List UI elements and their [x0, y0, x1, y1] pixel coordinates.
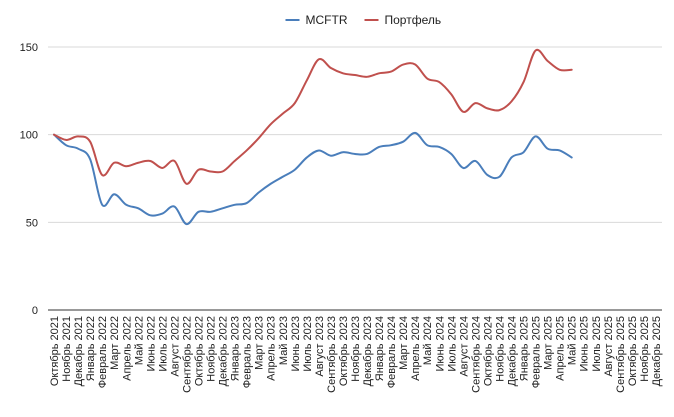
x-tick-label: Март 2024 [398, 316, 410, 370]
x-tick-label: Февраль 2024 [386, 316, 398, 388]
x-tick-label: Январь 2024 [374, 316, 386, 381]
x-tick-label: Ноябрь 2021 [61, 316, 73, 382]
x-tick-label: Сентябрь 2022 [181, 316, 193, 393]
y-tick-label: 50 [26, 217, 38, 229]
x-tick-label: Июль 2022 [157, 316, 169, 372]
x-tick-label: Ноябрь 2022 [206, 316, 218, 382]
x-tick-label: Декабрь 2025 [651, 316, 663, 386]
series-line-portfolio [53, 48, 573, 185]
x-tick-label: Декабрь 2024 [507, 316, 519, 386]
x-tick-label: Май 2024 [422, 316, 434, 365]
x-tick-label: Октябрь 2025 [627, 316, 639, 386]
x-tick-label: Июнь 2024 [434, 316, 446, 372]
x-tick-label: Май 2023 [278, 316, 290, 365]
y-tick-label: 100 [20, 130, 38, 142]
y-axis: 0 50 100 150 [20, 42, 38, 317]
x-tick-label: Август 2024 [458, 316, 470, 377]
x-tick-label: Ноябрь 2025 [639, 316, 651, 382]
x-tick-label: Февраль 2022 [97, 316, 109, 388]
x-tick-label: Декабрь 2023 [362, 316, 374, 386]
x-tick-label: Апрель 2025 [555, 316, 567, 381]
x-tick-label: Октябрь 2021 [49, 316, 61, 386]
x-tick-label: Июнь 2022 [145, 316, 157, 372]
x-tick-label: Июль 2024 [446, 316, 458, 372]
x-tick-label: Апрель 2024 [410, 316, 422, 381]
series-lines [53, 48, 573, 226]
x-tick-label: Март 2023 [254, 316, 266, 370]
x-tick-label: Январь 2022 [85, 316, 97, 381]
x-tick-label: Декабрь 2022 [218, 316, 230, 386]
x-tick-label: Август 2023 [314, 316, 326, 377]
x-tick-label: Апрель 2022 [121, 316, 133, 381]
x-tick-label: Декабрь 2021 [73, 316, 85, 386]
y-tick-label: 0 [32, 305, 38, 317]
x-tick-label: Май 2022 [133, 316, 145, 365]
x-axis: Октябрь 2021 Ноябрь 2021 Декабрь 2021 Январ… [49, 316, 663, 393]
x-tick-label: Август 2025 [603, 316, 615, 377]
x-tick-label: Июнь 2025 [579, 316, 591, 372]
legend-label: MCFTR [306, 13, 348, 27]
legend-label: Портфель [385, 13, 442, 27]
x-tick-label: Май 2025 [567, 316, 579, 365]
x-tick-label: Ноябрь 2024 [494, 316, 506, 382]
x-tick-label: Ноябрь 2023 [350, 316, 362, 382]
series-line-mcftr [53, 131, 573, 226]
y-tick-label: 150 [20, 42, 38, 54]
x-tick-label: Февраль 2025 [531, 316, 543, 388]
x-tick-label: Апрель 2023 [266, 316, 278, 381]
x-tick-label: Октябрь 2024 [482, 316, 494, 386]
x-tick-label: Июль 2023 [302, 316, 314, 372]
x-tick-label: Сентябрь 2025 [615, 316, 627, 393]
x-tick-label: Июль 2025 [591, 316, 603, 372]
x-tick-label: Сентябрь 2024 [470, 316, 482, 393]
x-tick-label: Октябрь 2022 [193, 316, 205, 386]
x-tick-label: Февраль 2023 [242, 316, 254, 388]
x-tick-label: Январь 2023 [230, 316, 242, 381]
x-tick-label: Октябрь 2023 [338, 316, 350, 386]
legend: MCFTR Портфель [285, 13, 442, 27]
x-tick-label: Сентябрь 2023 [326, 316, 338, 393]
x-tick-label: Январь 2025 [519, 316, 531, 381]
gridlines [48, 46, 662, 311]
x-tick-label: Март 2025 [543, 316, 555, 370]
x-tick-label: Март 2022 [109, 316, 121, 370]
x-tick-label: Июнь 2023 [290, 316, 302, 372]
x-tick-label: Август 2022 [169, 316, 181, 377]
